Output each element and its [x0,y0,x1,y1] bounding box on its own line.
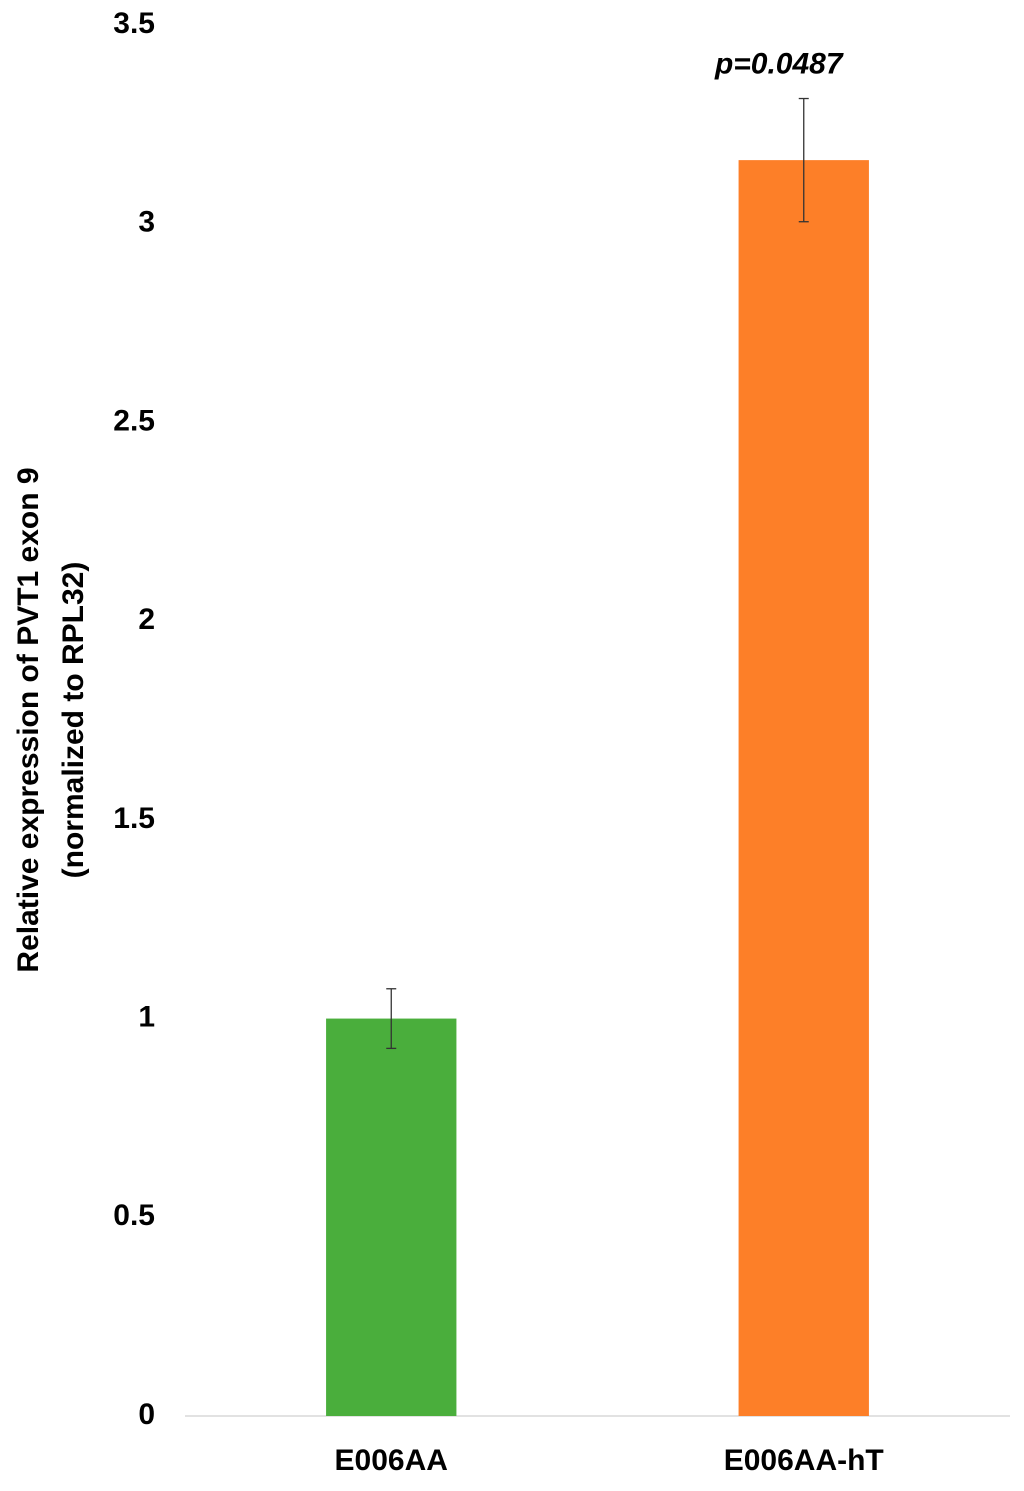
y-axis-title: Relative expression of PVT1 exon 9 (norm… [12,467,90,972]
y-tick-label: 1 [138,1000,155,1033]
bar [326,1018,457,1416]
x-tick-label: E006AA-hT [724,1444,884,1477]
y-tick-label: 2.5 [113,404,155,437]
y-axis-title-line: Relative expression of PVT1 exon 9 [12,467,45,972]
annotation: p=0.0487 [714,47,844,80]
y-tick-label: 0.5 [113,1199,155,1232]
y-tick-label: 3 [138,206,155,239]
y-tick-label: 3.5 [113,7,155,40]
bar [738,160,869,1416]
y-axis-title-line: (normalized to RPL32) [57,562,90,879]
y-tick-label: 0 [138,1398,155,1431]
error-bar [386,988,397,1050]
y-tick-label: 2 [138,603,155,636]
y-tick-label: 1.5 [113,802,155,835]
x-tick-label: E006AA [335,1444,448,1477]
error-bar [798,97,809,223]
